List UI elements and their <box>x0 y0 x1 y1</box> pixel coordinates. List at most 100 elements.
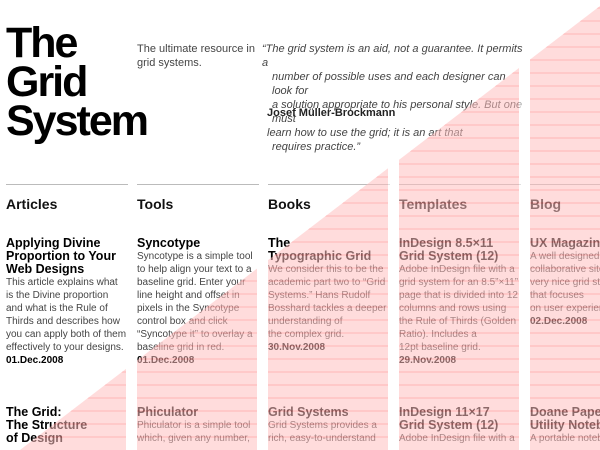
site-logo[interactable]: The Grid System <box>6 22 149 145</box>
template-entry[interactable]: InDesign 8.5×11 Grid System (12) Adobe I… <box>399 237 519 367</box>
summary-line: baseline grid in red. <box>137 342 225 353</box>
blog-entry[interactable]: UX Magazine A well designed collaborativ… <box>530 237 600 328</box>
summary-line: This article explains what <box>6 277 118 288</box>
entry-date: 02.Dec.2008 <box>530 316 588 327</box>
summary-line: Phiculator is a simple tool <box>137 420 251 431</box>
summary-line: understanding of <box>268 316 343 327</box>
entry-title[interactable]: Doane Paper Utility Noteb <box>530 406 600 432</box>
summary-line: Grid Systems provides a <box>268 420 377 431</box>
summary-line: Adobe InDesign file with a <box>399 264 515 275</box>
blog-entry[interactable]: Doane Paper Utility Noteb A portable not… <box>530 406 600 445</box>
summary-line: Bosshard tackles a deeper <box>268 303 387 314</box>
summary-line: grid system for an 8.5”×11” <box>399 277 519 288</box>
quote-line: learn how to use the grid; it is an art … <box>267 127 463 139</box>
quote-line: number of possible uses and each designe… <box>272 71 506 97</box>
column-heading[interactable]: Articles <box>6 196 58 212</box>
entry-title-line: Phiculator <box>137 405 199 419</box>
entry-summary: We consider this to be the academic part… <box>268 263 388 341</box>
summary-line: pixels in the Syncotype <box>137 303 240 314</box>
summary-line: Systems.” Hans Rudolf <box>268 290 371 301</box>
entry-title-line: Grid Systems <box>268 405 349 419</box>
entry-title[interactable]: Syncotype <box>137 237 257 250</box>
summary-line: line height and offset in <box>137 290 240 301</box>
tool-entry[interactable]: Phiculator Phiculator is a simple tool w… <box>137 406 257 445</box>
column-heading[interactable]: Books <box>268 196 311 212</box>
entry-summary: Adobe InDesign file with a <box>399 432 519 445</box>
entry-summary: Grid Systems provides a rich, easy-to-un… <box>268 419 388 445</box>
entry-summary: Syncotype is a simple tool to help align… <box>137 250 257 354</box>
entry-date: 30.Nov.2008 <box>268 342 326 353</box>
summary-line: that focuses <box>530 290 584 301</box>
column-divider <box>399 184 521 185</box>
entry-date: 29.Nov.2008 <box>399 355 457 366</box>
summary-line: baseline grid. Enter your <box>137 277 246 288</box>
entry-title[interactable]: InDesign 11×17 Grid System (12) <box>399 406 519 432</box>
template-entry[interactable]: InDesign 11×17 Grid System (12) Adobe In… <box>399 406 519 445</box>
summary-line: Syncotype is a simple tool <box>137 251 253 262</box>
summary-line: academic part two to “Grid <box>268 277 386 288</box>
entry-summary: This article explains what is the Divine… <box>6 276 126 354</box>
summary-line: Adobe InDesign file with a <box>399 433 515 444</box>
article-entry[interactable]: Applying Divine Proportion to Your Web D… <box>6 237 126 367</box>
summary-line: which, given any number, <box>137 433 250 444</box>
entry-title-line: Typographic Grid <box>268 249 372 263</box>
entry-title[interactable]: The Grid: The Structure of Design <box>6 406 126 445</box>
summary-line: the Rule of Thirds (Golden <box>399 316 517 327</box>
featured-quote: “The grid system is an aid, not a guaran… <box>262 42 524 154</box>
column-divider <box>6 184 128 185</box>
article-entry[interactable]: The Grid: The Structure of Design <box>6 406 126 445</box>
summary-line: very nice grid stru <box>530 277 600 288</box>
entry-title[interactable]: UX Magazine <box>530 237 600 250</box>
entry-title-line: Grid System (12) <box>399 418 499 432</box>
summary-line: We consider this to be the <box>268 264 384 275</box>
summary-line: A well designed <box>530 251 600 262</box>
summary-line: page that is divided into 12 <box>399 290 518 301</box>
column-divider <box>530 184 600 185</box>
summary-line: Ratio). Includes a <box>399 329 477 340</box>
quote-author: Josef Müller-Brockmann <box>267 107 396 119</box>
logo-line: System <box>6 97 149 145</box>
entry-title-line: Web Designs <box>6 262 85 276</box>
entry-title-line: of Design <box>6 431 63 445</box>
entry-title[interactable]: InDesign 8.5×11 Grid System (12) <box>399 237 519 263</box>
entry-title[interactable]: Applying Divine Proportion to Your Web D… <box>6 237 126 276</box>
summary-line: and what is the Rule of <box>6 303 108 314</box>
entry-title[interactable]: Grid Systems <box>268 406 388 419</box>
summary-line: 12pt baseline grid. <box>399 342 481 353</box>
entry-title-line: Utility Noteb <box>530 418 600 432</box>
summary-line: “Syncotype it” to overlay a <box>137 329 253 340</box>
column-heading[interactable]: Templates <box>399 196 468 212</box>
summary-line: Thirds and describes how <box>6 316 120 327</box>
entry-title-line: Grid System (12) <box>399 249 499 263</box>
tagline-line: The ultimate resource in <box>137 43 255 55</box>
summary-line: control box and click <box>137 316 228 327</box>
column-divider <box>137 184 259 185</box>
summary-line: collaborative site <box>530 264 600 275</box>
tagline-line: grid systems. <box>137 57 202 69</box>
book-entry[interactable]: Grid Systems Grid Systems provides a ric… <box>268 406 388 445</box>
entry-summary: A well designed collaborative site very … <box>530 250 600 315</box>
summary-line: is the Divine proportion <box>6 290 109 301</box>
entry-summary: A portable noteboo <box>530 432 600 445</box>
summary-line: to help align your text to a <box>137 264 252 275</box>
entry-date: 01.Dec.2008 <box>137 355 195 366</box>
quote-line: requires practice.” <box>272 141 361 153</box>
column-heading[interactable]: Blog <box>530 196 562 212</box>
quote-line: “The grid system is an aid, not a guaran… <box>262 43 523 69</box>
summary-line: effectively to your designs. <box>6 342 124 353</box>
entry-title-line: UX Magazine <box>530 236 600 250</box>
entry-date: 01.Dec.2008 <box>6 355 64 366</box>
summary-line: the complex grid. <box>268 329 345 340</box>
summary-line: A portable noteboo <box>530 433 600 444</box>
site-tagline: The ultimate resource in grid systems. <box>137 42 255 70</box>
entry-title-line: Syncotype <box>137 236 201 250</box>
summary-line: on user experien <box>530 303 600 314</box>
summary-line: columns and rows using <box>399 303 507 314</box>
summary-line: rich, easy-to-understand <box>268 433 376 444</box>
entry-title[interactable]: Phiculator <box>137 406 257 419</box>
tool-entry[interactable]: Syncotype Syncotype is a simple tool to … <box>137 237 257 367</box>
entry-title[interactable]: The Typographic Grid <box>268 237 388 263</box>
column-heading[interactable]: Tools <box>137 196 174 212</box>
book-entry[interactable]: The Typographic Grid We consider this to… <box>268 237 388 354</box>
entry-summary: Adobe InDesign file with a grid system f… <box>399 263 519 354</box>
